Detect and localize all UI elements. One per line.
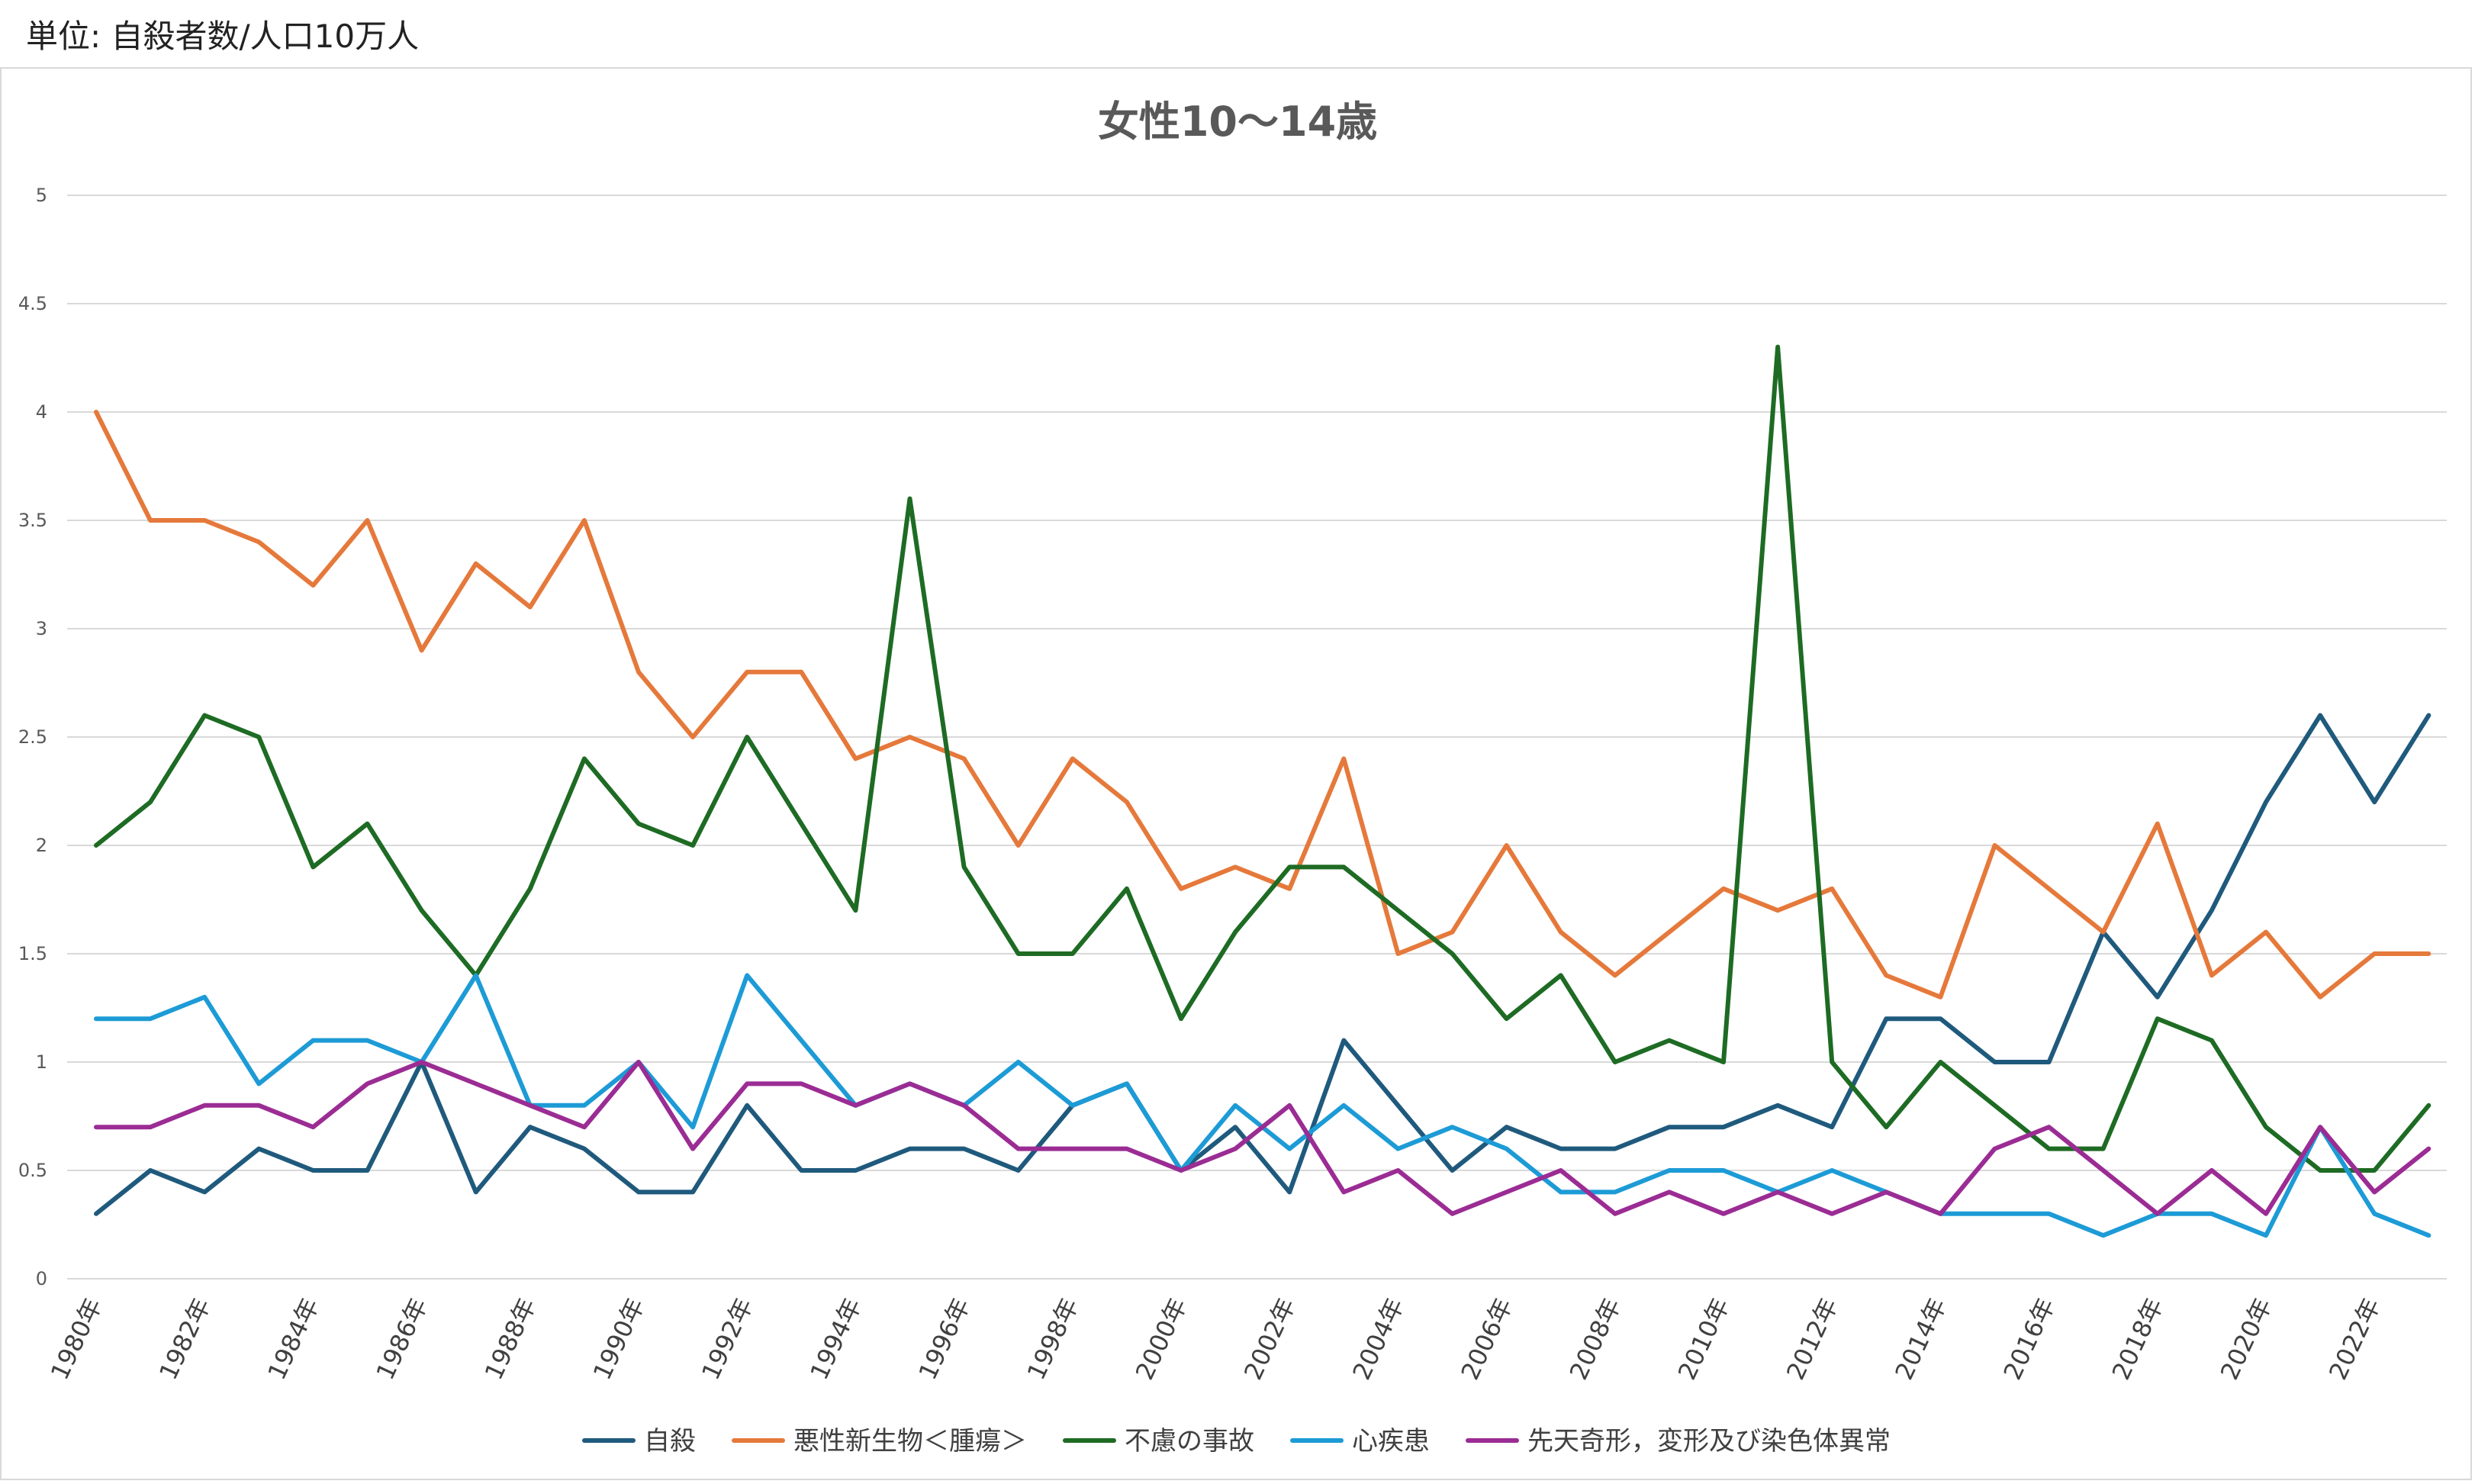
x-tick-label: 1994年 <box>804 1293 867 1384</box>
x-tick-label: 1982年 <box>153 1293 216 1384</box>
y-axis-ticks: 0 0.5 1 1.5 2 2.5 3 3.5 4 4.5 5 <box>18 185 47 1289</box>
x-tick-label: 1996年 <box>912 1293 975 1384</box>
x-tick-label: 1998年 <box>1022 1293 1084 1384</box>
y-tick-label: 4 <box>36 401 47 423</box>
series-line-2 <box>94 344 2432 1173</box>
x-axis-ticks: 1980年 1982年 1984年 1986年 1988年 1990年 1992年 1994年… <box>45 1293 2386 1384</box>
legend-item: 自殺 <box>582 1426 696 1457</box>
legend-label: 自殺 <box>644 1426 696 1457</box>
x-tick-label: 2000年 <box>1130 1293 1192 1384</box>
x-tick-label: 2006年 <box>1455 1293 1518 1384</box>
series-line-1 <box>94 410 2432 1000</box>
legend-item: 不慮の事故 <box>1063 1426 1254 1457</box>
chart-panel: 女性10〜14歳 0 0.5 1 1.5 2 2.5 3 3.5 4 4.5 5 1980年 1982… <box>0 67 2472 1480</box>
x-tick-label: 1990年 <box>587 1293 650 1384</box>
x-tick-label: 2016年 <box>1997 1293 2060 1384</box>
x-tick-label: 2018年 <box>2106 1293 2169 1384</box>
x-tick-label: 1986年 <box>370 1293 433 1384</box>
series-line-0 <box>94 713 2432 1216</box>
x-tick-label: 1992年 <box>696 1293 758 1384</box>
y-tick-label: 1 <box>36 1051 47 1073</box>
x-tick-label: 2008年 <box>1564 1293 1627 1384</box>
x-tick-label: 2004年 <box>1347 1293 1409 1384</box>
x-tick-label: 2014年 <box>1889 1293 1952 1384</box>
x-tick-label: 1980年 <box>45 1293 108 1384</box>
legend-item: 先天奇形，変形及び染色体異常 <box>1466 1426 1891 1457</box>
y-tick-label: 2.5 <box>18 726 47 748</box>
y-tick-label: 5 <box>36 185 47 206</box>
legend-label: 不慮の事故 <box>1125 1426 1254 1457</box>
series-line-4 <box>94 1060 2432 1216</box>
series-line-3 <box>94 973 2432 1238</box>
y-tick-label: 2 <box>36 835 47 856</box>
y-tick-label: 3.5 <box>18 510 47 531</box>
legend-label: 悪性新生物＜腫瘍＞ <box>793 1426 1027 1457</box>
y-tick-label: 0.5 <box>18 1160 47 1181</box>
y-tick-label: 0 <box>36 1268 47 1289</box>
legend: 自殺 悪性新生物＜腫瘍＞ 不慮の事故 心疾患 先天奇形，変形及び染色体異常 <box>582 1426 1891 1457</box>
x-tick-label: 2020年 <box>2215 1293 2277 1384</box>
y-tick-label: 4.5 <box>18 293 47 314</box>
legend-label: 先天奇形，変形及び染色体異常 <box>1527 1426 1891 1457</box>
legend-label: 心疾患 <box>1352 1426 1430 1457</box>
x-tick-label: 1984年 <box>262 1293 324 1384</box>
y-tick-label: 3 <box>36 618 47 639</box>
legend-item: 悪性新生物＜腫瘍＞ <box>732 1426 1027 1457</box>
x-tick-label: 2022年 <box>2323 1293 2386 1384</box>
line-chart: 女性10〜14歳 0 0.5 1 1.5 2 2.5 3 3.5 4 4.5 5 1980年 1982… <box>18 98 2447 1457</box>
x-tick-label: 2002年 <box>1238 1293 1301 1384</box>
chart-title: 女性10〜14歳 <box>1098 98 1377 146</box>
legend-item: 心疾患 <box>1290 1426 1430 1457</box>
gridlines <box>67 195 2447 1280</box>
x-tick-label: 2012年 <box>1781 1293 1843 1384</box>
series-lines <box>94 344 2432 1238</box>
unit-label: 単位: 自殺者数/人口10万人 <box>26 18 420 55</box>
y-tick-label: 1.5 <box>18 943 47 964</box>
x-tick-label: 1988年 <box>479 1293 542 1384</box>
x-tick-label: 2010年 <box>1672 1293 1735 1384</box>
